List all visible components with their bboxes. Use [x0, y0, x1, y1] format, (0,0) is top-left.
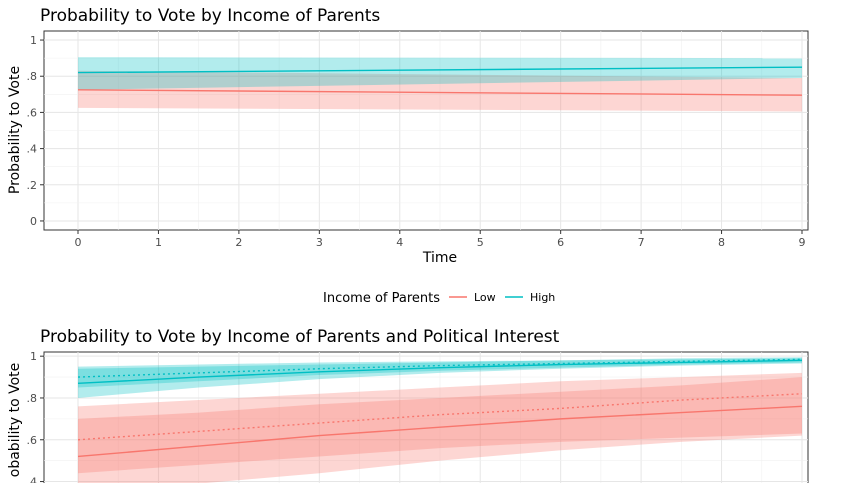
- confidence-band-low: [78, 70, 802, 112]
- series-line-high-dotted: [77, 358, 803, 378]
- y-tick-label: .6: [27, 106, 38, 119]
- x-tick-label: 3: [316, 236, 323, 249]
- x-tick-label: 0: [75, 236, 82, 249]
- legend-label-low: Low: [474, 291, 496, 304]
- series-line-high: [77, 359, 803, 385]
- x-tick-label: 2: [235, 236, 242, 249]
- y-tick-label: 0: [30, 215, 37, 228]
- series-line-high: [77, 66, 803, 74]
- x-tick-label: 9: [799, 236, 806, 249]
- chart-title: Probability to Vote by Income of Parents: [40, 6, 380, 26]
- chart-title: Probability to Vote by Income of Parents…: [40, 327, 560, 347]
- y-tick-label: .8: [27, 70, 38, 83]
- x-axis-label: Time: [422, 250, 457, 266]
- confidence-band-high: [78, 357, 802, 388]
- y-axis-ticks: .4 .6 .8 1: [27, 350, 44, 483]
- legend-title: Income of Parents: [323, 291, 440, 306]
- x-tick-label: 4: [396, 236, 403, 249]
- confidence-band-low: [78, 377, 802, 483]
- x-tick-label: 7: [638, 236, 645, 249]
- series-lines: [77, 66, 803, 96]
- legend-label-high: High: [530, 291, 555, 304]
- confidence-band-low: [78, 372, 802, 474]
- x-tick-label: 8: [718, 236, 725, 249]
- panel-income-and-interest: Probability to Vote by Income of Parents…: [7, 327, 809, 483]
- series-line-low: [77, 405, 803, 458]
- y-axis-label: Probability to Vote: [7, 66, 23, 194]
- y-tick-label: .8: [27, 392, 38, 405]
- confidence-band-high: [78, 358, 802, 398]
- y-tick-label: 1: [30, 350, 37, 363]
- y-axis-label: obability to Vote: [7, 363, 23, 477]
- y-tick-label: .2: [27, 179, 38, 192]
- series-line-low: [77, 89, 803, 96]
- x-tick-label: 1: [155, 236, 162, 249]
- y-tick-label: .4: [27, 143, 38, 156]
- x-axis-ticks: 0 1 2 3 4 5 6 7 8 9: [75, 230, 806, 249]
- x-tick-label: 5: [477, 236, 484, 249]
- series-lines: [77, 358, 803, 458]
- x-tick-label: 6: [557, 236, 564, 249]
- gridlines: [44, 31, 808, 230]
- gridlines: [44, 352, 808, 483]
- series-line-low-dotted: [77, 393, 803, 441]
- y-tick-label: 1: [30, 34, 37, 47]
- confidence-bands: [78, 357, 802, 483]
- y-tick-label: .4: [27, 476, 38, 483]
- panel-income-of-parents: Probability to Vote by Income of Parents…: [7, 6, 809, 266]
- legend: Income of Parents Low High: [323, 291, 555, 306]
- panel-border: [43, 351, 809, 483]
- confidence-bands: [78, 57, 802, 112]
- y-axis-ticks: 0 .2 .4 .6 .8 1: [27, 34, 44, 228]
- confidence-band-high: [78, 57, 802, 90]
- y-tick-label: .6: [27, 434, 38, 447]
